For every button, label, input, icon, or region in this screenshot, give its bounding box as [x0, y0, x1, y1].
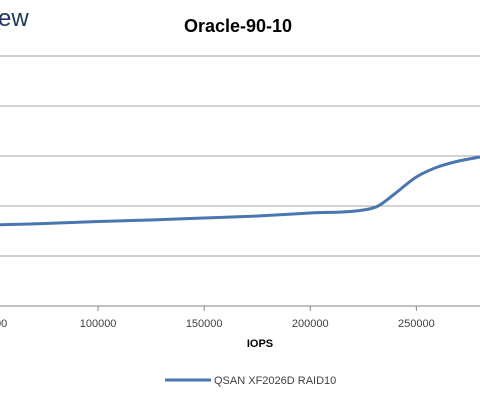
watermark-logo: ew	[0, 5, 29, 32]
gridlines	[0, 55, 480, 307]
x-tick-label: 50000	[0, 318, 7, 330]
x-tick-label: 200000	[292, 318, 329, 330]
x-axis-label: IOPS	[247, 338, 273, 350]
legend: QSAN XF2026D RAID10	[165, 375, 336, 387]
legend-label: QSAN XF2026D RAID10	[214, 375, 336, 387]
x-tick-label: 150000	[186, 318, 223, 330]
x-tick-label: 250000	[398, 318, 435, 330]
x-tick-label: 100000	[80, 318, 117, 330]
x-axis: 50000 100000 150000 200000 250000	[0, 306, 435, 330]
series-line	[0, 155, 480, 227]
chart-title: Oracle-90-10	[184, 16, 292, 36]
series-layer	[0, 155, 480, 227]
